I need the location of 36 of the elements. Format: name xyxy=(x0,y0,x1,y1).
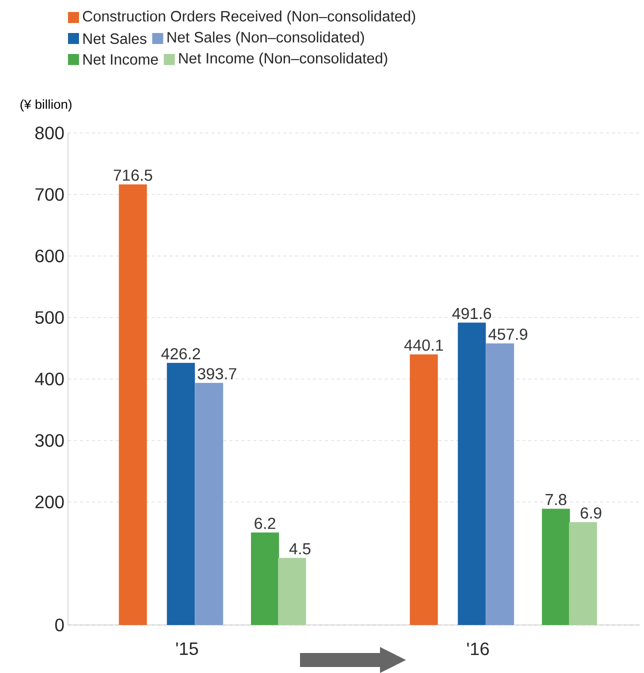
bar xyxy=(486,343,514,625)
bar xyxy=(118,184,147,625)
data-label: 426.2 xyxy=(161,348,200,360)
y-tick-label: 800 xyxy=(35,126,64,140)
y-tick-label: 200 xyxy=(35,496,64,508)
bar xyxy=(410,354,438,625)
bar xyxy=(542,508,570,625)
legend-label: Net Income (Non–consolidated) xyxy=(179,52,388,66)
bar xyxy=(166,362,195,625)
bar xyxy=(278,558,306,625)
legend-label: Net Sales xyxy=(83,33,146,44)
y-tick-label: 700 xyxy=(35,188,64,201)
legend-label: Net Sales (Non–consolidated) xyxy=(168,32,364,46)
data-label: 457.9 xyxy=(488,328,528,340)
bar xyxy=(195,382,224,625)
data-label: 393.7 xyxy=(198,368,236,380)
y-tick-label: 300 xyxy=(35,434,64,447)
legend-label: Net Income xyxy=(83,54,158,65)
y-axis-title: (¥ billion) xyxy=(20,99,72,112)
y-tick-label: 500 xyxy=(35,311,64,324)
bar xyxy=(250,532,279,625)
data-label: 491.6 xyxy=(452,308,492,320)
bar xyxy=(458,322,486,625)
data-label: 6.2 xyxy=(254,518,276,530)
data-label: 440.1 xyxy=(404,340,443,351)
y-tick-label: 0 xyxy=(55,618,64,632)
x-tick-label: '15 xyxy=(176,642,198,656)
y-tick-label: 600 xyxy=(35,250,64,262)
data-label: 4.5 xyxy=(289,543,310,554)
x-tick-label: '16 xyxy=(467,642,489,656)
data-label: 716.5 xyxy=(114,170,152,181)
data-label: 6.9 xyxy=(580,507,602,519)
data-label: 7.8 xyxy=(546,494,566,506)
bar xyxy=(568,522,597,625)
y-tick-label: 400 xyxy=(34,372,64,386)
legend-label: Construction Orders Received (Non–consolidated) xyxy=(82,10,416,24)
